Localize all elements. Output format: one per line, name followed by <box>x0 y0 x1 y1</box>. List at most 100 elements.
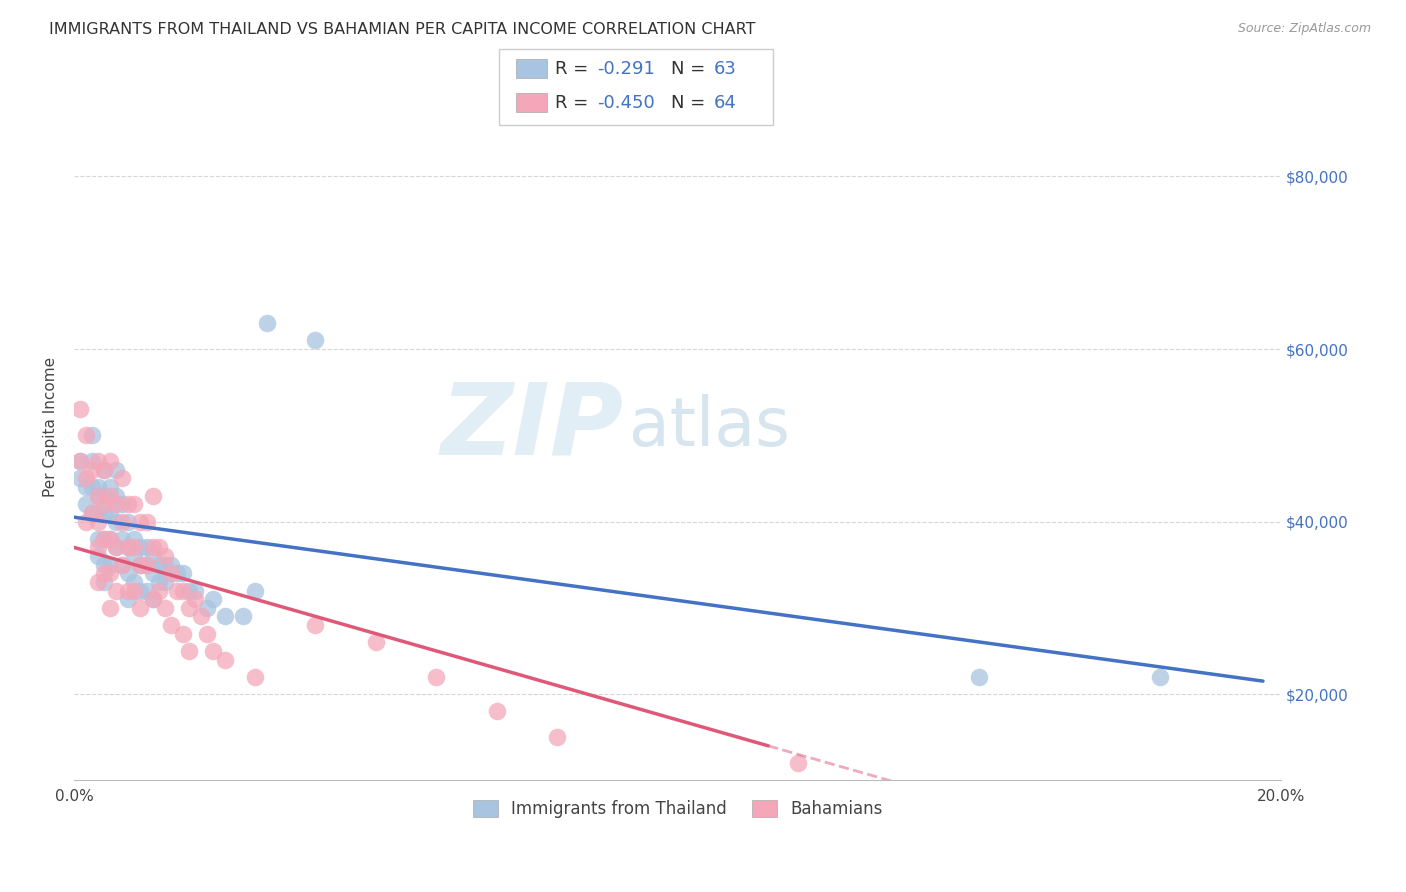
Point <box>105 515 128 529</box>
Point <box>87 489 110 503</box>
Point <box>87 574 110 589</box>
Point <box>98 558 121 572</box>
Point <box>214 652 236 666</box>
Text: Source: ZipAtlas.com: Source: ZipAtlas.com <box>1237 22 1371 36</box>
Point <box>93 506 115 520</box>
Point <box>1149 670 1171 684</box>
Point <box>166 583 188 598</box>
Point <box>232 609 254 624</box>
Point <box>111 515 134 529</box>
Point <box>75 497 97 511</box>
Point <box>111 497 134 511</box>
Point <box>135 558 157 572</box>
Point <box>93 558 115 572</box>
Point <box>93 574 115 589</box>
Text: 64: 64 <box>714 94 737 112</box>
Point <box>546 730 568 744</box>
Point <box>93 532 115 546</box>
Point <box>153 574 176 589</box>
Point <box>787 756 810 770</box>
Point <box>117 515 139 529</box>
Point <box>129 583 152 598</box>
Point <box>98 600 121 615</box>
Point <box>364 635 387 649</box>
Point <box>82 506 104 520</box>
Point <box>105 583 128 598</box>
Legend: Immigrants from Thailand, Bahamians: Immigrants from Thailand, Bahamians <box>465 794 889 825</box>
Text: IMMIGRANTS FROM THAILAND VS BAHAMIAN PER CAPITA INCOME CORRELATION CHART: IMMIGRANTS FROM THAILAND VS BAHAMIAN PER… <box>49 22 755 37</box>
Point <box>69 454 91 468</box>
Point <box>148 558 170 572</box>
Point <box>135 541 157 555</box>
Point <box>117 566 139 581</box>
Point <box>117 541 139 555</box>
Point <box>129 515 152 529</box>
Point <box>177 600 200 615</box>
Text: 63: 63 <box>714 60 737 78</box>
Point <box>117 541 139 555</box>
Text: -0.291: -0.291 <box>598 60 655 78</box>
Point <box>135 583 157 598</box>
Point <box>159 618 181 632</box>
Point <box>148 583 170 598</box>
Point <box>117 497 139 511</box>
Point <box>195 626 218 640</box>
Point <box>243 670 266 684</box>
Point <box>105 489 128 503</box>
Point <box>124 532 146 546</box>
Point <box>201 592 224 607</box>
Point <box>87 515 110 529</box>
Point <box>177 583 200 598</box>
Point <box>124 497 146 511</box>
Point <box>141 592 163 607</box>
Point <box>87 506 110 520</box>
Point <box>190 609 212 624</box>
Point <box>141 566 163 581</box>
Point <box>105 463 128 477</box>
Point <box>124 583 146 598</box>
Point <box>153 600 176 615</box>
Point <box>105 497 128 511</box>
Point <box>75 480 97 494</box>
Point <box>184 592 207 607</box>
Point <box>111 558 134 572</box>
Text: atlas: atlas <box>630 393 790 459</box>
Text: -0.450: -0.450 <box>598 94 655 112</box>
Point <box>75 428 97 442</box>
Point <box>111 558 134 572</box>
Point <box>98 532 121 546</box>
Point <box>148 541 170 555</box>
Point <box>124 541 146 555</box>
Point <box>166 566 188 581</box>
Point <box>98 454 121 468</box>
Point <box>195 600 218 615</box>
Point <box>129 541 152 555</box>
Point <box>82 480 104 494</box>
Point <box>93 497 115 511</box>
Point <box>82 463 104 477</box>
Point <box>117 592 139 607</box>
Point <box>87 549 110 563</box>
Point <box>135 515 157 529</box>
Point <box>153 549 176 563</box>
Point <box>124 574 146 589</box>
Point <box>172 583 194 598</box>
Point <box>93 566 115 581</box>
Point <box>141 549 163 563</box>
Text: N =: N = <box>671 94 710 112</box>
Point <box>141 592 163 607</box>
Point <box>93 532 115 546</box>
Text: N =: N = <box>671 60 710 78</box>
Point <box>177 644 200 658</box>
Point <box>425 670 447 684</box>
Point <box>98 506 121 520</box>
Point <box>141 541 163 555</box>
Point <box>111 471 134 485</box>
Point <box>98 532 121 546</box>
Point <box>98 480 121 494</box>
Point <box>105 541 128 555</box>
Point <box>243 583 266 598</box>
Point <box>105 541 128 555</box>
Point <box>172 566 194 581</box>
Point <box>87 541 110 555</box>
